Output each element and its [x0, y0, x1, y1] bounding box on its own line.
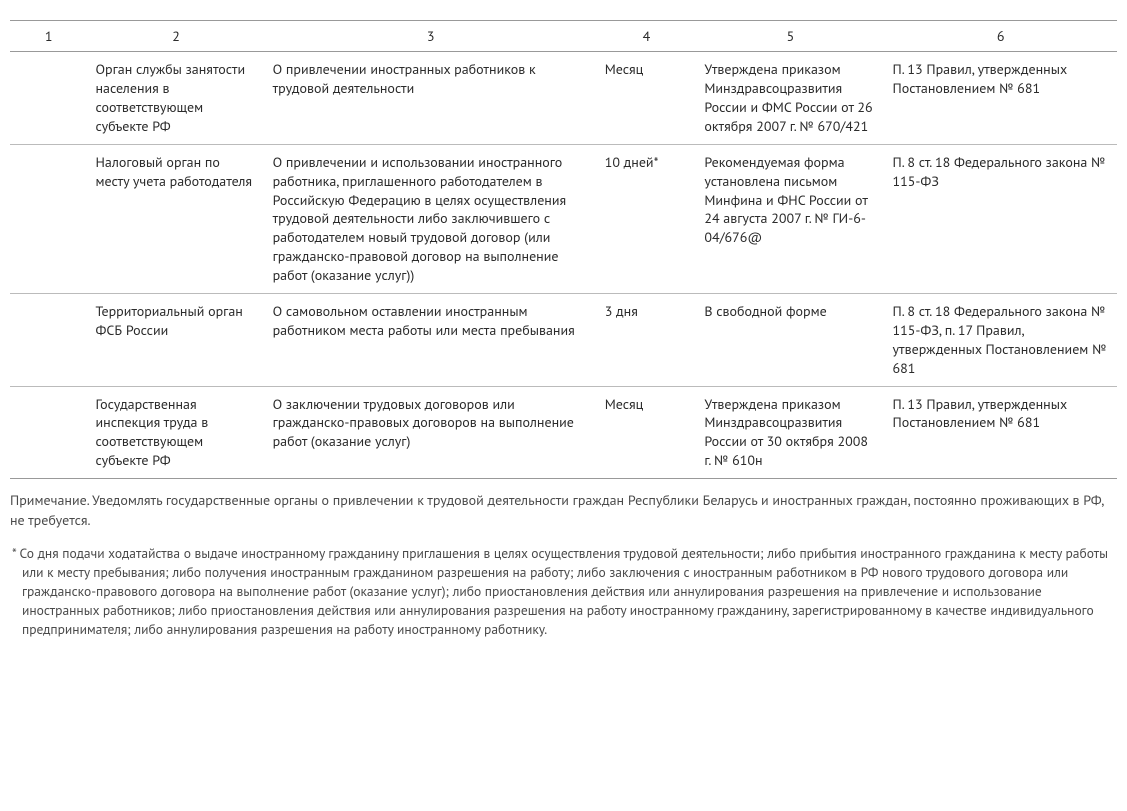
cell: П. 8 ст. 18 Федерального закона № 115-ФЗ	[885, 144, 1118, 293]
cell: В свободной форме	[696, 293, 884, 386]
header-6: 6	[885, 21, 1118, 52]
header-2: 2	[87, 21, 264, 52]
table-row: Налоговый орган по месту учета работодат…	[10, 144, 1117, 293]
cell: П. 13 Правил, утвержденных Постановление…	[885, 386, 1118, 479]
header-5: 5	[696, 21, 884, 52]
cell: Государственная инспекция труда в соотве…	[87, 386, 264, 479]
cell: Месяц	[597, 52, 697, 145]
cell: 3 дня	[597, 293, 697, 386]
table-row: Территориальный орган ФСБ России О самов…	[10, 293, 1117, 386]
cell: Утверждена приказом Минздравсоцразвития …	[696, 52, 884, 145]
cell	[10, 52, 87, 145]
cell: О заключении трудовых договоров или граж…	[265, 386, 597, 479]
cell: Месяц	[597, 386, 697, 479]
cell: Налоговый орган по месту учета работодат…	[87, 144, 264, 293]
cell: О привлечении иностранных работников к т…	[265, 52, 597, 145]
cell: О привлечении и использовании иностранно…	[265, 144, 597, 293]
cell: Утверждена приказом Минздравсоцразвития …	[696, 386, 884, 479]
cell: Рекомендуемая форма установлена письмом …	[696, 144, 884, 293]
cell: 10 дней*	[597, 144, 697, 293]
cell: Орган службы занятости населения в соотв…	[87, 52, 264, 145]
note-text: Примечание. Уведомлять государственные о…	[10, 491, 1117, 530]
cell	[10, 144, 87, 293]
cell: Территориальный орган ФСБ России	[87, 293, 264, 386]
cell	[10, 386, 87, 479]
cell: П. 13 Правил, утвержденных Постановление…	[885, 52, 1118, 145]
cell: П. 8 ст. 18 Федерального закона № 115-ФЗ…	[885, 293, 1118, 386]
header-1: 1	[10, 21, 87, 52]
cell: О самовольном оставлении иностранным раб…	[265, 293, 597, 386]
header-row: 1 2 3 4 5 6	[10, 21, 1117, 52]
header-3: 3	[265, 21, 597, 52]
table-row: Государственная инспекция труда в соотве…	[10, 386, 1117, 479]
cell	[10, 293, 87, 386]
header-4: 4	[597, 21, 697, 52]
footnote-text: * Со дня подачи ходатайства о выдаче ино…	[10, 544, 1117, 638]
main-table: 1 2 3 4 5 6 Орган службы занятости насел…	[10, 20, 1117, 479]
table-row: Орган службы занятости населения в соотв…	[10, 52, 1117, 145]
